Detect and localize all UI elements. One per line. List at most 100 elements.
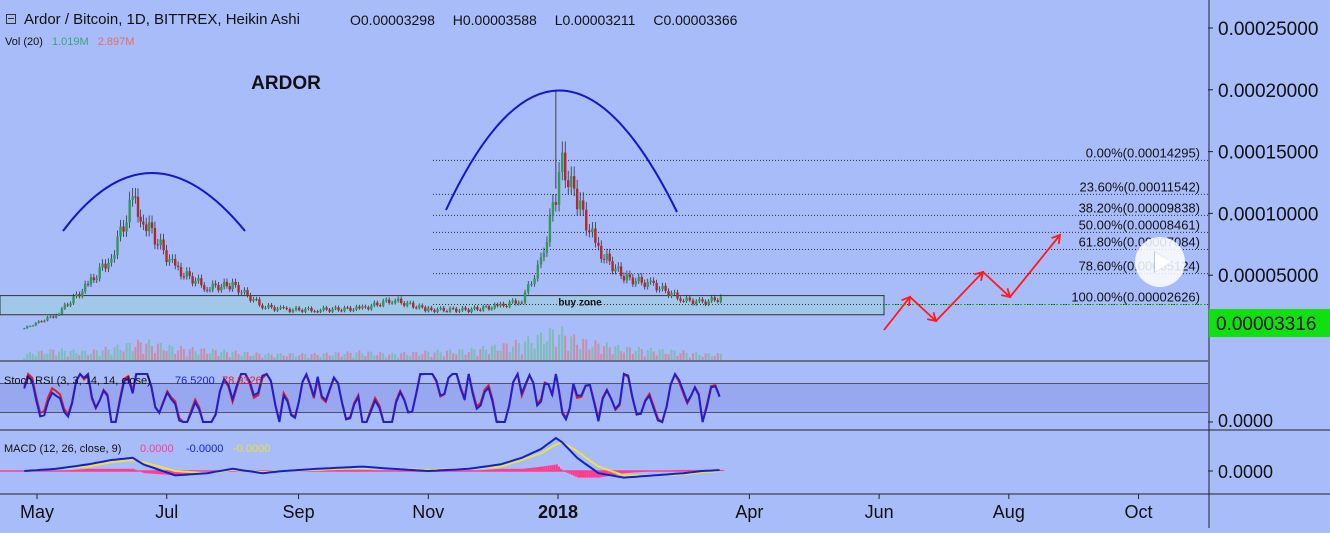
volume-bar bbox=[455, 354, 457, 360]
volume-bar bbox=[26, 354, 28, 360]
candle-body bbox=[632, 277, 634, 284]
candle-body bbox=[409, 303, 411, 304]
collapse-icon[interactable] bbox=[6, 14, 16, 24]
volume-bar bbox=[44, 354, 46, 360]
candle-body bbox=[43, 321, 45, 322]
volume-bar bbox=[415, 352, 417, 360]
volume-bar bbox=[200, 349, 202, 360]
volume-bar bbox=[346, 351, 348, 360]
volume-bar bbox=[662, 349, 664, 360]
volume-bar bbox=[561, 326, 563, 360]
candle-body bbox=[692, 300, 694, 304]
volume-bar bbox=[154, 353, 156, 360]
volume-bar bbox=[110, 355, 112, 360]
macd-histogram-bar bbox=[344, 470, 346, 471]
candle-body bbox=[183, 276, 185, 277]
volume-bar bbox=[367, 352, 369, 360]
volume-bar bbox=[341, 357, 343, 360]
rsi-title: Stoch RSI (3, 3, 14, 14, close) bbox=[4, 375, 151, 387]
volume-bar bbox=[424, 351, 426, 360]
candle-body bbox=[317, 311, 319, 312]
ohlc-readout: O0.00003298 H0.00003588 L0.00003211 C0.0… bbox=[350, 12, 751, 28]
macd-histogram-bar bbox=[352, 470, 354, 471]
volume-bar bbox=[137, 340, 139, 360]
macd-histogram-bar bbox=[115, 469, 117, 471]
candle-body bbox=[388, 300, 390, 303]
macd-histogram-bar bbox=[510, 469, 512, 471]
macd-histogram-bar bbox=[370, 470, 372, 471]
volume-bar bbox=[232, 352, 234, 360]
candle-body bbox=[171, 259, 173, 260]
volume-bar bbox=[58, 352, 60, 360]
candle-body bbox=[695, 301, 697, 304]
candle-body bbox=[397, 299, 399, 301]
macd-histogram-bar bbox=[96, 469, 98, 471]
candle-body bbox=[367, 307, 369, 309]
candle-body bbox=[334, 307, 336, 309]
candle-body bbox=[67, 305, 69, 306]
candle-body bbox=[101, 264, 103, 268]
volume-bar bbox=[641, 349, 643, 360]
rsi-tick-label: 0.0000 bbox=[1218, 411, 1273, 431]
volume-bar bbox=[108, 350, 110, 360]
candle-body bbox=[570, 176, 572, 187]
candle-body bbox=[61, 309, 63, 314]
candle-body bbox=[379, 305, 381, 306]
volume-bar bbox=[564, 336, 566, 360]
volume-bar bbox=[534, 349, 536, 360]
macd-histogram-bar bbox=[64, 470, 66, 471]
candle-body bbox=[40, 321, 42, 322]
volume-bar bbox=[400, 353, 402, 360]
macd-histogram-bar bbox=[78, 469, 80, 471]
volume-bar bbox=[99, 356, 101, 360]
macd-histogram-bar bbox=[520, 469, 522, 471]
candle-body bbox=[310, 308, 312, 311]
volume-bar bbox=[38, 351, 40, 360]
candle-body bbox=[449, 308, 451, 311]
candle-body bbox=[585, 210, 587, 231]
candle-body bbox=[424, 307, 426, 311]
candle-body bbox=[220, 287, 222, 290]
macd-histogram-bar bbox=[125, 469, 127, 471]
candle-body bbox=[177, 266, 179, 267]
macd-histogram-bar bbox=[493, 469, 495, 471]
volume-bar bbox=[503, 343, 505, 360]
macd-histogram-bar bbox=[129, 469, 131, 471]
macd-histogram-bar bbox=[676, 470, 678, 471]
macd-histogram-bar bbox=[141, 471, 143, 472]
volume-legend[interactable]: Vol (20) 1.019M 2.897M bbox=[5, 36, 134, 48]
volume-bar bbox=[674, 351, 676, 360]
macd-histogram-bar bbox=[539, 467, 541, 471]
y-tick-label: 0.00020000 bbox=[1218, 81, 1318, 102]
volume-bar bbox=[537, 335, 539, 360]
macd-histogram-bar bbox=[547, 466, 549, 471]
candle-body bbox=[400, 299, 402, 303]
candle-body bbox=[58, 314, 60, 315]
volume-bar bbox=[549, 328, 551, 360]
macd-histogram-bar bbox=[348, 470, 350, 471]
symbol-title[interactable]: Ardor / Bitcoin, 1D, BITTREX, Heikin Ash… bbox=[24, 11, 300, 28]
volume-bar bbox=[255, 352, 257, 360]
volume-bar bbox=[73, 349, 75, 360]
candle-body bbox=[440, 308, 442, 309]
macd-histogram-bar bbox=[113, 469, 115, 471]
volume-bar bbox=[55, 356, 57, 360]
candle-body bbox=[499, 304, 501, 306]
candle-body bbox=[243, 290, 245, 292]
macd-histogram-bar bbox=[591, 471, 593, 478]
candle-body bbox=[229, 286, 231, 289]
macd-histogram-bar bbox=[636, 471, 638, 472]
candle-body bbox=[704, 302, 706, 305]
volume-bar bbox=[235, 351, 237, 360]
x-tick-label: Jun bbox=[865, 502, 894, 522]
play-button[interactable] bbox=[1135, 237, 1185, 287]
y-tick-label: 0.00010000 bbox=[1218, 204, 1318, 225]
candle-body bbox=[661, 286, 663, 289]
candle-body bbox=[452, 308, 454, 309]
candle-body bbox=[515, 300, 517, 303]
macd-histogram-bar bbox=[117, 469, 119, 471]
candle-body bbox=[358, 307, 360, 309]
candle-body bbox=[231, 282, 233, 289]
candle-body bbox=[322, 307, 324, 310]
